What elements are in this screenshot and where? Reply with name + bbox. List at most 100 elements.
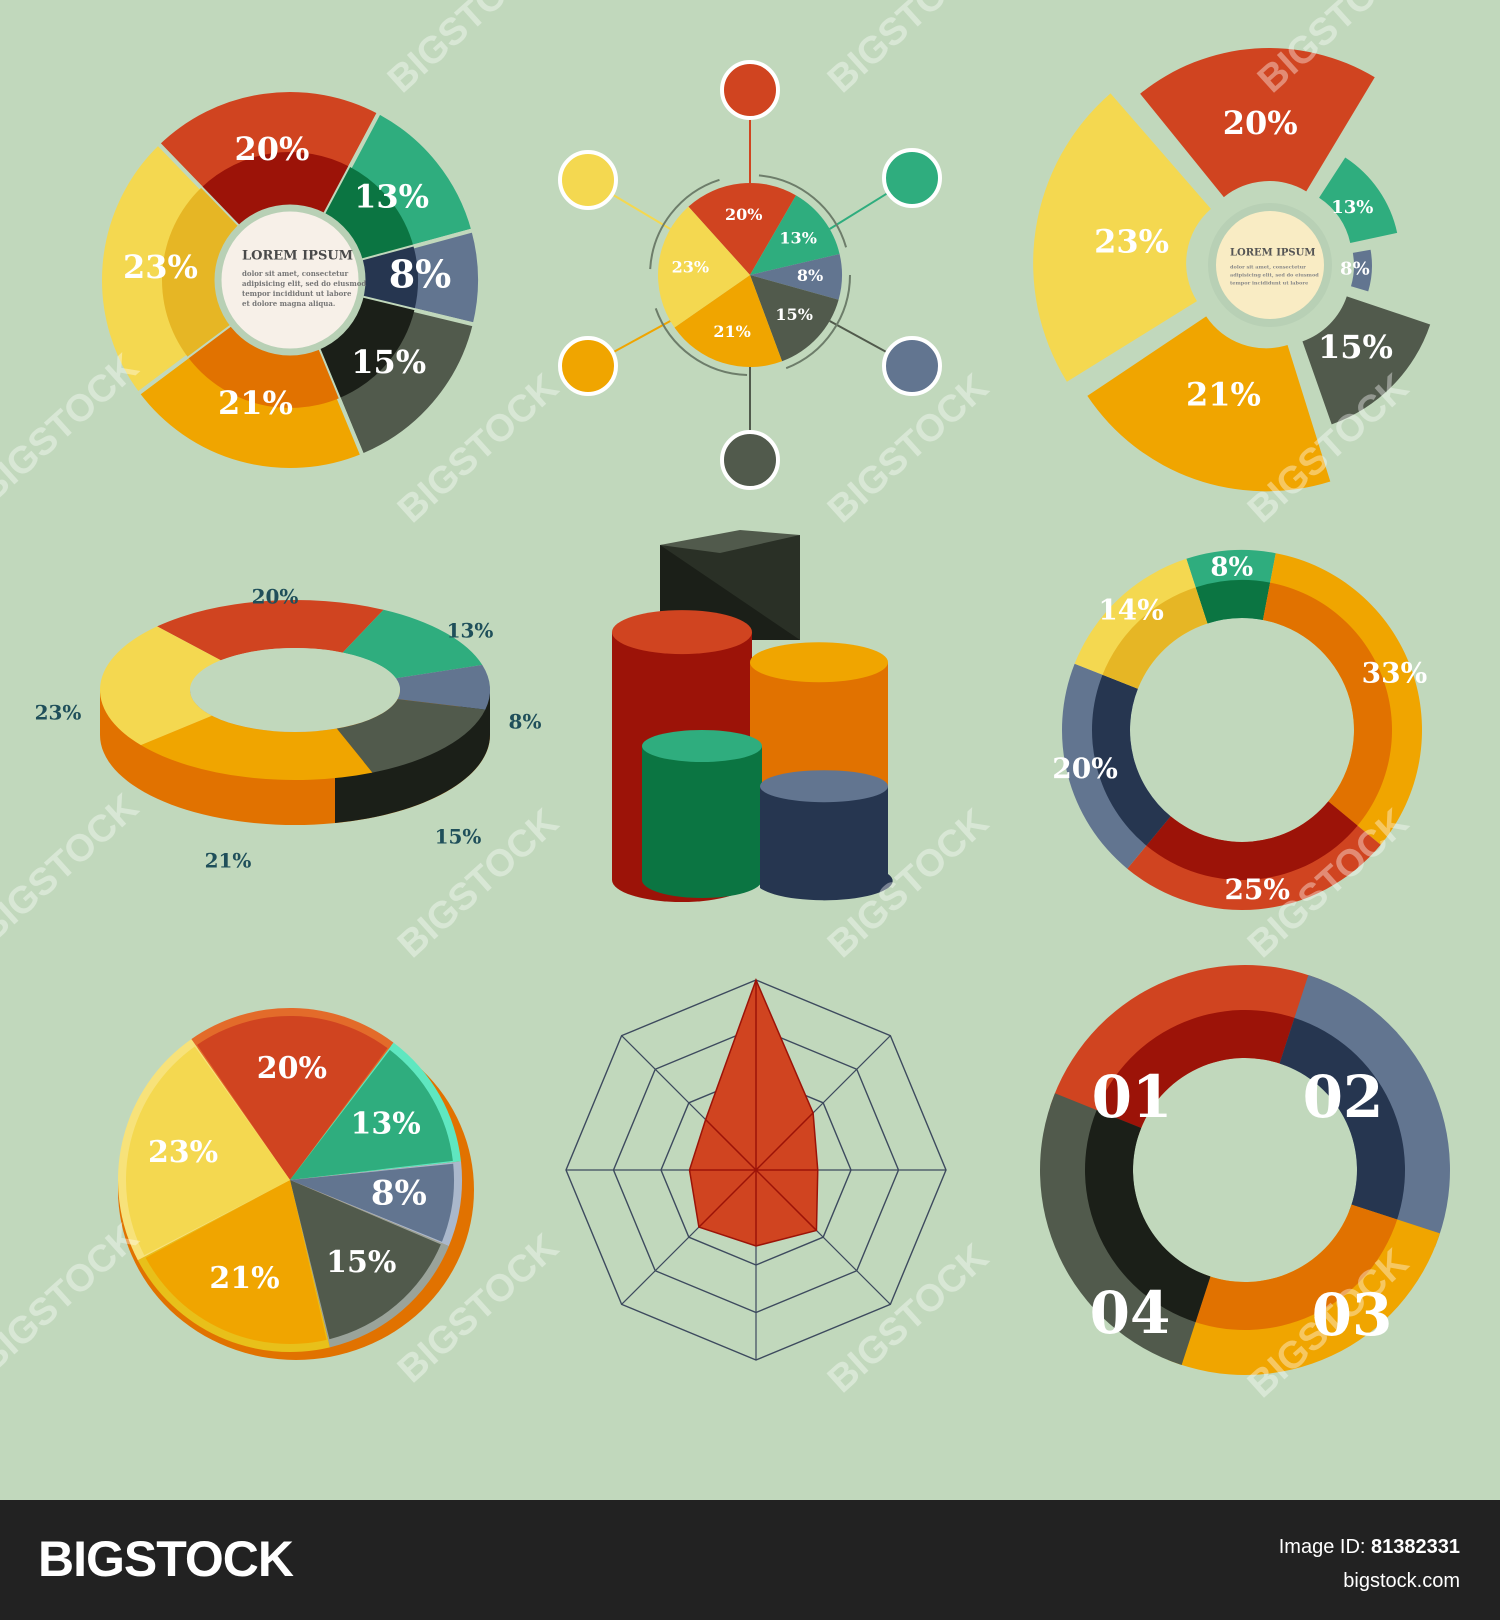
chart-8-data-spoke (755, 1112, 814, 1171)
chart-3-slice-label: 20% (1223, 104, 1298, 142)
chart-9-segment-label: 03 (1312, 1281, 1393, 1349)
chart-6-donut: 8% 33% 25% 20% 14% (1052, 550, 1427, 910)
chart-7-slice (290, 1163, 454, 1242)
chart-6-slice-inner (1262, 582, 1392, 826)
chart-4-top-slice (336, 699, 486, 773)
chart-1-center-line: dolor sit amet, consectetur (242, 269, 348, 278)
chart-1-center-line: tempor incididunt ut labore (242, 289, 352, 298)
chart-2-slice-label: 23% (672, 258, 709, 277)
footer-site-url: bigstock.com (1343, 1570, 1460, 1592)
chart-7-slice (290, 1180, 441, 1340)
chart-2-slice (750, 253, 842, 300)
chart-2-slice (658, 206, 750, 328)
chart-2-slice (688, 183, 796, 275)
chart-1-slice-label: 13% (354, 177, 429, 215)
chart-2-node (720, 60, 780, 120)
chart-8-data-spoke (755, 1169, 817, 1231)
chart-7-slice-label: 20% (257, 1051, 327, 1086)
chart-3-slice (1319, 157, 1398, 243)
chart-7-slice (290, 1049, 453, 1180)
chart-8-radar (565, 977, 947, 1361)
chart-7-3d-pie: 20% 13% 8% 15% 21% 23% (117, 1007, 474, 1360)
chart-9-segment-inner (1279, 1017, 1405, 1230)
chart-3-slice-label: 13% (1331, 197, 1373, 218)
chart-3-slice-label: 23% (1094, 223, 1169, 261)
chart-6-slice-inner (1195, 580, 1271, 624)
chart-1-center-line: adipisicing elit, sed do eiusmod (242, 279, 366, 288)
chart-1-slice-label: 20% (234, 130, 309, 168)
chart-2-node (720, 430, 780, 490)
chart-2-slice-label: 15% (775, 305, 812, 324)
chart-4-top-slice (395, 664, 490, 710)
chart-5-orange-top (750, 642, 888, 683)
chart-8-data-spoke (705, 1119, 757, 1171)
chart-3-slice-label: 21% (1186, 376, 1261, 414)
chart-2-slice (750, 275, 839, 362)
chart-1-slice-label: 23% (123, 248, 198, 286)
chart-7-slice-label: 23% (148, 1135, 218, 1170)
chart-5-black-top (660, 530, 800, 553)
chart-6-slice-label: 33% (1362, 657, 1428, 690)
chart-2-node-pie: 20% 13% 8% 15% 21% 23% (558, 60, 942, 490)
chart-7-slice-label: 8% (371, 1174, 427, 1214)
charts-svg: 20% 13% 8% 15% 21% 23% LOREM IPSUM dolor sit am… (35, 48, 1450, 1375)
chart-7-slice (145, 1180, 327, 1344)
chart-6-slice-label: 8% (1210, 552, 1253, 582)
chart-3-slice (1140, 48, 1375, 198)
chart-3-slice (1033, 93, 1211, 382)
chart-8-data-area (688, 977, 819, 1247)
image-id-value: 81382331 (1371, 1536, 1460, 1558)
chart-6-slice-label: 14% (1098, 593, 1164, 626)
chart-6-slice-inner (1146, 801, 1358, 881)
chart-4-slice-label: 8% (509, 710, 542, 734)
chart-7-slice-label: 21% (209, 1261, 279, 1296)
chart-3-slice (1302, 296, 1431, 425)
chart-9-segment-inner (1085, 1110, 1211, 1323)
chart-2-slice (674, 275, 783, 367)
chart-1-center-disc (214, 204, 366, 356)
chart-2-slice-label: 20% (725, 205, 762, 224)
chart-2-node (882, 336, 942, 396)
chart-1-center-line: et dolore magna aliqua. (242, 299, 335, 308)
chart-2-slice (750, 195, 840, 275)
chart-6-slice-label: 20% (1052, 752, 1118, 785)
chart-5-3d-cylinders (612, 530, 893, 902)
chart-6-slice-inner (1102, 587, 1208, 689)
chart-9-segment-label: 01 (1092, 1063, 1173, 1131)
chart-2-outline-arc (649, 174, 851, 376)
chart-4-slice-label: 21% (205, 849, 252, 873)
chart-7-slice-label: 15% (326, 1245, 396, 1280)
infographic-canvas: 20% 13% 8% 15% 21% 23% LOREM IPSUM dolor sit am… (35, 48, 1450, 1375)
chart-4-slice-label: 20% (252, 585, 299, 609)
chart-9-segment-inner (1185, 1204, 1398, 1330)
footer-image-id: Image ID: 81382331 (1279, 1536, 1460, 1559)
chart-3-exploded-pie: 20% 13% 8% 15% 21% 23% LOREM IPSUM dolor sit am… (1033, 48, 1431, 492)
image-id-label: Image ID: (1278, 1536, 1366, 1558)
chart-5-red-top (612, 610, 752, 655)
chart-2-node (558, 336, 618, 396)
chart-8-data-spoke (698, 1169, 757, 1228)
chart-3-center-disc (1208, 203, 1332, 327)
chart-1-slice-label: 21% (218, 384, 293, 422)
chart-1-center-title: LOREM IPSUM (242, 249, 353, 264)
chart-6-slice-label: 25% (1224, 873, 1290, 906)
chart-4-3d-ring: 20% 13% 8% 15% 21% 23% (35, 585, 542, 873)
chart-1-donut: 20% 13% 8% 15% 21% 23% LOREM IPSUM dolor sit am… (98, 88, 482, 472)
chart-5-black-shade (660, 535, 800, 640)
chart-2-slice-label: 8% (797, 266, 823, 285)
chart-3-center-line: dolor sit amet, consectetur (1230, 265, 1306, 271)
chart-1-slice-label: 15% (351, 343, 426, 381)
chart-9-segmented-ring: 01 02 03 04 (1040, 964, 1450, 1375)
chart-1-slice-label: 8% (389, 252, 452, 297)
chart-5-blue-top (760, 770, 888, 803)
chart-4-slice-label: 13% (447, 619, 494, 643)
chart-3-slice (1087, 316, 1331, 492)
chart-7-slice (197, 1015, 388, 1180)
chart-9-segment-label: 02 (1303, 1063, 1384, 1131)
chart-2-node (558, 150, 618, 210)
chart-3-slice (1350, 249, 1372, 292)
chart-3-center-line: tempor incididunt ut labore (1230, 281, 1308, 287)
chart-4-hole (190, 648, 400, 732)
chart-3-center-title: LOREM IPSUM (1230, 248, 1315, 259)
chart-3-slice-label: 15% (1318, 328, 1393, 366)
